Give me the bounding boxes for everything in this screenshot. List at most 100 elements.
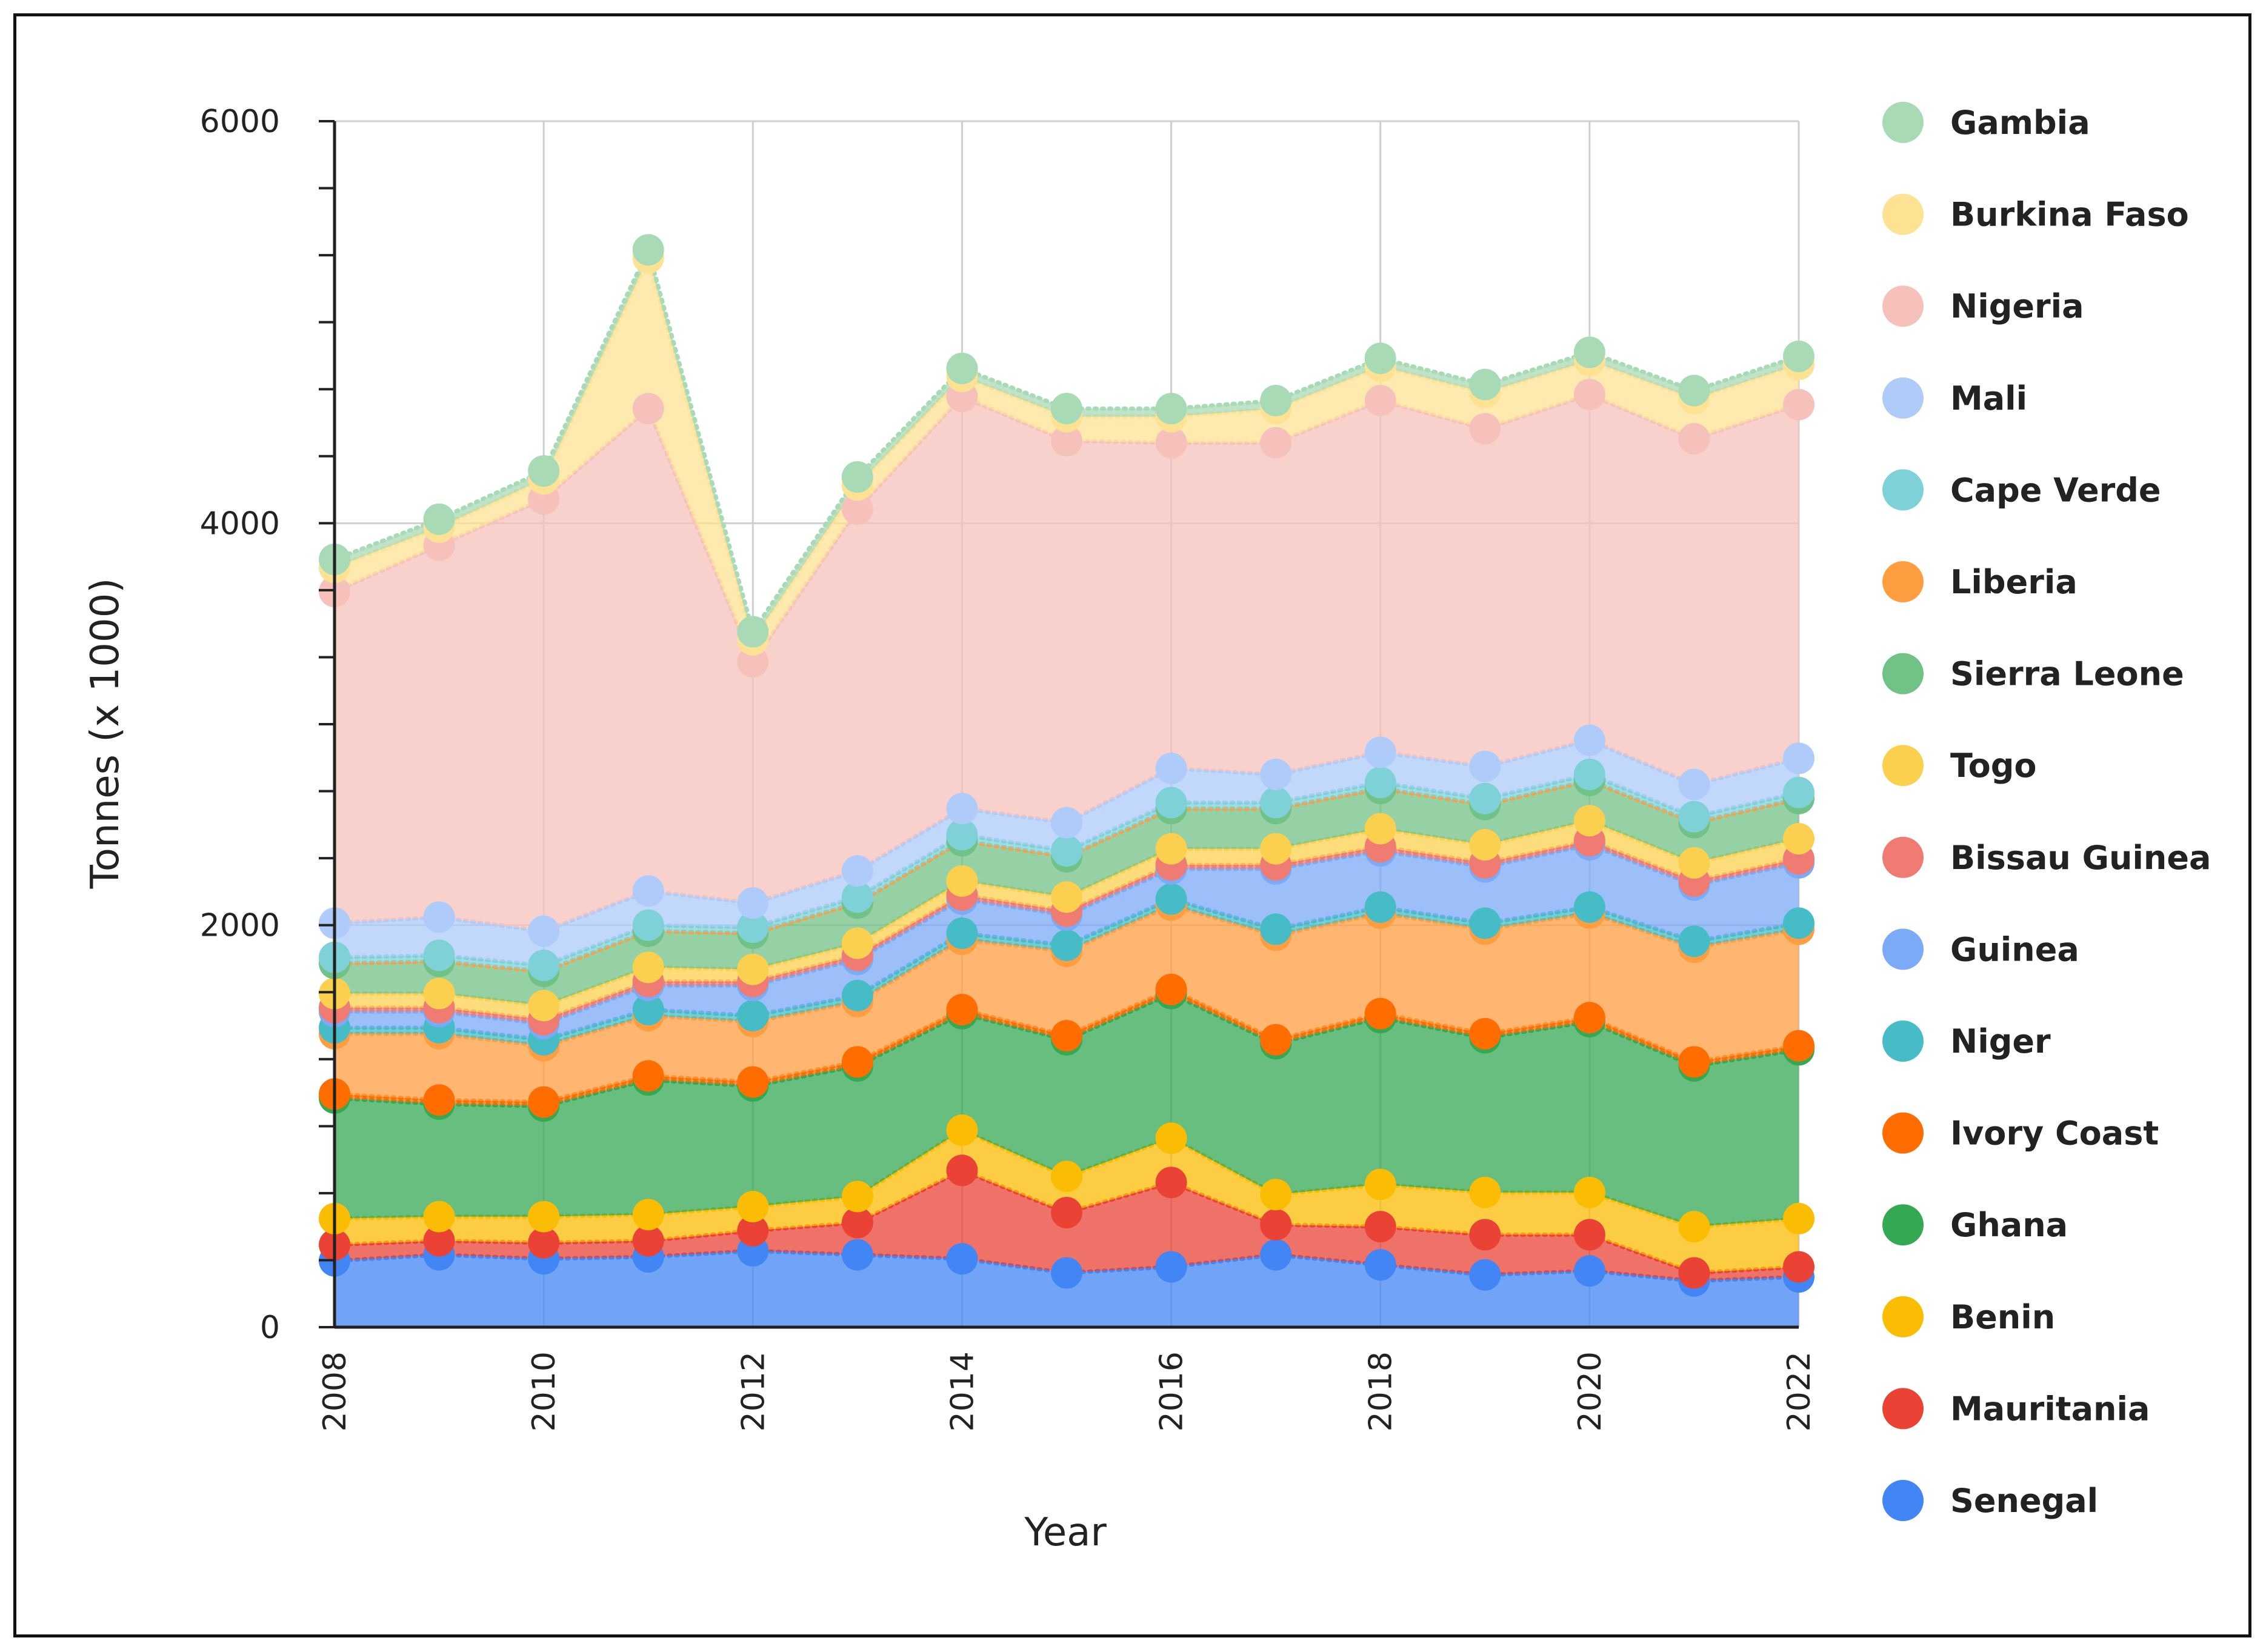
data-point bbox=[1783, 388, 1814, 421]
legend-swatch bbox=[1882, 1021, 1924, 1062]
legend-swatch bbox=[1882, 928, 1924, 970]
legend-item: Mali bbox=[1882, 377, 2027, 419]
legend-item: Mauritania bbox=[1882, 1388, 2150, 1430]
y-axis-title: Tonnes (x 1000) bbox=[83, 578, 128, 890]
data-point bbox=[1051, 807, 1082, 839]
data-point bbox=[1260, 1239, 1292, 1271]
data-point bbox=[1783, 742, 1814, 774]
data-point bbox=[1364, 813, 1396, 845]
data-point bbox=[1051, 1257, 1082, 1289]
data-point bbox=[528, 915, 560, 947]
legend-item: Nigeria bbox=[1882, 285, 2084, 327]
data-point bbox=[1155, 883, 1187, 915]
data-point bbox=[1678, 423, 1710, 455]
data-point bbox=[946, 819, 978, 851]
data-point bbox=[1469, 750, 1501, 782]
data-point bbox=[737, 999, 769, 1031]
data-point bbox=[946, 917, 978, 949]
x-tick-label: 2008 bbox=[317, 1351, 353, 1431]
data-point bbox=[1573, 1219, 1605, 1251]
data-point bbox=[1783, 907, 1814, 939]
legend-item: Liberia bbox=[1882, 561, 2078, 602]
data-point bbox=[1573, 891, 1605, 923]
legend-swatch bbox=[1882, 561, 1924, 602]
area-series bbox=[335, 740, 1799, 965]
legend-swatch bbox=[1882, 1480, 1924, 1521]
data-point bbox=[1260, 787, 1292, 819]
data-point bbox=[946, 1114, 978, 1146]
data-point bbox=[423, 1225, 455, 1257]
data-point bbox=[737, 953, 769, 985]
data-point bbox=[632, 1060, 664, 1092]
data-point bbox=[632, 875, 664, 907]
data-point bbox=[841, 461, 873, 493]
data-point bbox=[1260, 758, 1292, 790]
legend-label: Bissau Guinea bbox=[1950, 839, 2211, 877]
data-point bbox=[1051, 1020, 1082, 1052]
data-point bbox=[528, 1086, 560, 1118]
x-tick-label: 2022 bbox=[1781, 1351, 1818, 1431]
data-point bbox=[528, 950, 560, 981]
legend-item: Sierra Leone bbox=[1882, 653, 2184, 694]
data-point bbox=[841, 855, 873, 887]
data-point bbox=[1678, 925, 1710, 958]
data-point bbox=[1364, 1249, 1396, 1281]
data-point bbox=[528, 1227, 560, 1259]
y-tick-label: 4000 bbox=[200, 505, 280, 542]
data-point bbox=[1573, 758, 1605, 790]
legend-item: Togo bbox=[1882, 745, 2037, 787]
data-point bbox=[1364, 1211, 1396, 1243]
data-point bbox=[1260, 1208, 1292, 1241]
data-point bbox=[1364, 342, 1396, 375]
data-point bbox=[1469, 1176, 1501, 1208]
data-point bbox=[1573, 805, 1605, 837]
chart-frame bbox=[13, 13, 2251, 1637]
data-point bbox=[946, 865, 978, 897]
legend-item: Senegal bbox=[1882, 1480, 2098, 1521]
legend-item: Cape Verde bbox=[1882, 469, 2161, 511]
data-point bbox=[841, 881, 873, 913]
data-point bbox=[737, 616, 769, 648]
legend-label: Senegal bbox=[1950, 1482, 2098, 1520]
data-point bbox=[423, 503, 455, 535]
data-point bbox=[1783, 1030, 1814, 1062]
data-point bbox=[1260, 1179, 1292, 1211]
data-point bbox=[1260, 1024, 1292, 1056]
legend-item: Gambia bbox=[1882, 102, 2090, 143]
data-point bbox=[1051, 425, 1082, 457]
data-point bbox=[632, 1199, 664, 1231]
data-point bbox=[1364, 1168, 1396, 1201]
data-point bbox=[1469, 907, 1501, 939]
legend-swatch bbox=[1882, 469, 1924, 511]
data-point bbox=[841, 927, 873, 959]
data-point bbox=[423, 901, 455, 933]
legend-item: Ivory Coast bbox=[1882, 1112, 2159, 1154]
data-point bbox=[1364, 998, 1396, 1030]
data-point bbox=[1155, 787, 1187, 819]
data-point bbox=[1573, 1255, 1605, 1287]
area-series bbox=[335, 395, 1799, 931]
legend-swatch bbox=[1882, 193, 1924, 235]
axis-layer: 0 2000 4000 6000 2008 2010 2012 2014 2016 2018 202… bbox=[200, 104, 1818, 1431]
data-point bbox=[841, 1207, 873, 1239]
data-point bbox=[1678, 1046, 1710, 1078]
legend-item: Guinea bbox=[1882, 928, 2079, 970]
data-point bbox=[1678, 847, 1710, 879]
data-point bbox=[1364, 385, 1396, 417]
data-point bbox=[1051, 881, 1082, 913]
legend-label: Niger bbox=[1950, 1022, 2051, 1061]
series-line bbox=[332, 818, 1801, 1008]
legend-label: Mauritania bbox=[1950, 1390, 2150, 1428]
data-point bbox=[1783, 341, 1814, 373]
data-point bbox=[1469, 368, 1501, 401]
data-point bbox=[1051, 929, 1082, 961]
data-point bbox=[632, 951, 664, 984]
data-point bbox=[423, 978, 455, 1010]
legend-label: Togo bbox=[1950, 747, 2037, 785]
data-point bbox=[1678, 1257, 1710, 1289]
data-point bbox=[737, 911, 769, 943]
legend-label: Gambia bbox=[1950, 104, 2090, 142]
data-point bbox=[1260, 833, 1292, 865]
data-point bbox=[1783, 823, 1814, 855]
